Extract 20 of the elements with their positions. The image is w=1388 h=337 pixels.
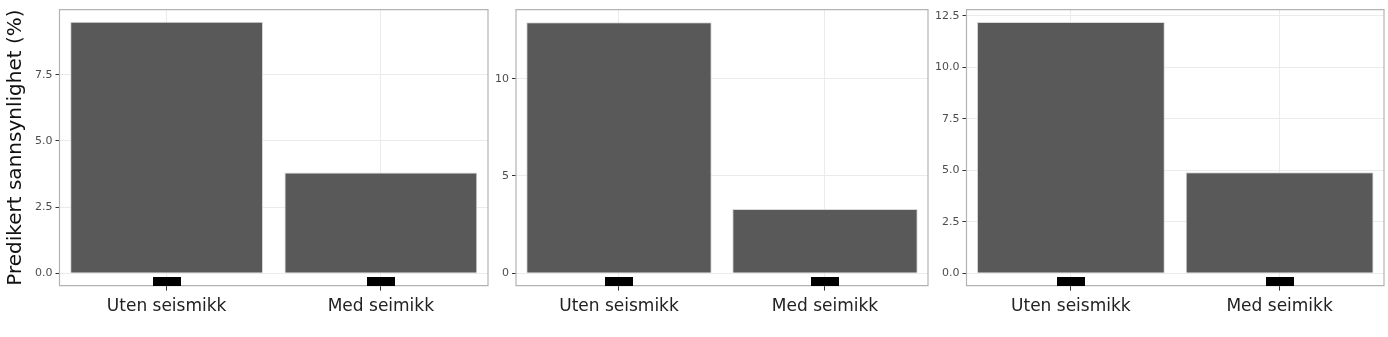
y-tick-label: 7.5 bbox=[941, 111, 960, 125]
y-tick-label: 10 bbox=[495, 71, 509, 85]
y-tick-label: 2.5 bbox=[34, 199, 53, 213]
x-tick-label: Med seimikk bbox=[771, 295, 879, 316]
x-tick-label: Med seimikk bbox=[1226, 295, 1333, 316]
x-tick-label: Uten seismikk bbox=[559, 295, 679, 316]
y-axis-title: Predikert sannsynlighet (%) bbox=[2, 9, 27, 286]
y-tick-label: 5 bbox=[502, 168, 509, 182]
x-tick-label: Med seimikk bbox=[327, 295, 435, 316]
y-tick-label: 5.0 bbox=[34, 133, 53, 147]
y-tick-label: 0 bbox=[502, 266, 509, 280]
y-tick-label: 5.0 bbox=[941, 163, 960, 177]
y-tick-label: 10.0 bbox=[934, 60, 960, 74]
y-tick-label: 0.0 bbox=[941, 266, 960, 280]
y-tick-label: 0.0 bbox=[34, 266, 53, 280]
x-tick-label: Uten seismikk bbox=[1011, 295, 1131, 316]
y-tick-label: 12.5 bbox=[934, 8, 960, 22]
y-tick-label: 7.5 bbox=[34, 67, 53, 81]
y-tick-label: 2.5 bbox=[941, 214, 960, 228]
x-tick-label: Uten seismikk bbox=[106, 295, 227, 316]
